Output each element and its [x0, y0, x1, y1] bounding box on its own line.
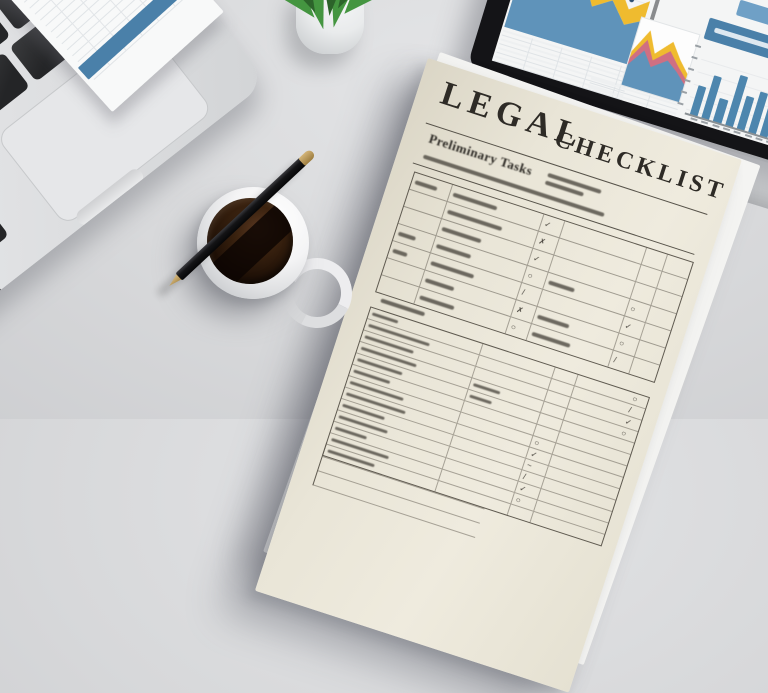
text-bar — [414, 179, 438, 191]
check-mark: ✗ — [515, 304, 525, 316]
check-mark: ✓ — [543, 218, 553, 230]
screen-band-text-bar — [713, 27, 768, 51]
check-mark: ✓ — [529, 448, 539, 460]
keyboard-key — [0, 200, 9, 263]
check-mark: / — [612, 354, 618, 365]
laptop-screen — [491, 0, 768, 194]
check-mark: ✓ — [532, 253, 542, 264]
laptop-right — [447, 0, 768, 266]
y-tick — [687, 67, 695, 72]
check-mark: / — [627, 405, 633, 415]
x-tick — [690, 117, 698, 122]
laptop-screen-bezel — [466, 0, 768, 214]
check-mark: ○ — [526, 270, 534, 281]
x-tick — [744, 133, 752, 138]
x-tick — [711, 123, 720, 128]
check-mark: ○ — [631, 393, 639, 404]
text-bar — [419, 294, 455, 310]
x-tick — [701, 120, 709, 125]
x-tick — [733, 130, 741, 135]
text-bar — [424, 277, 455, 291]
y-tick — [680, 90, 688, 94]
y-tick — [684, 78, 691, 83]
y-tick — [694, 44, 702, 49]
legal-checklist-document: LEGAL CHECKLIST Preliminary Tasks ✓ ✗ ✓ ○ ○ /… — [254, 58, 742, 693]
text-bar — [397, 231, 417, 241]
line-chart-marker — [629, 0, 635, 3]
check-mark: ○ — [620, 427, 628, 438]
text-bar — [548, 279, 575, 292]
check-mark: ○ — [629, 303, 637, 314]
screen-line-area-chart — [504, 0, 670, 66]
y-tick — [677, 101, 684, 106]
text-bar — [392, 248, 408, 257]
check-mark: ○ — [509, 321, 518, 332]
keyboard-key — [0, 266, 10, 328]
check-mark: ○ — [533, 437, 541, 448]
x-tick — [722, 127, 731, 132]
check-mark: ✓ — [623, 320, 633, 332]
text-bar — [537, 314, 570, 329]
check-mark: / — [522, 471, 528, 481]
check-mark: ○ — [514, 494, 523, 505]
check-mark: ~ — [525, 460, 534, 471]
x-tick — [755, 137, 763, 142]
check-mark: ○ — [618, 337, 626, 348]
check-mark: / — [521, 287, 526, 297]
y-tick — [691, 55, 698, 60]
check-mark: ✗ — [537, 235, 547, 247]
plant-leaves — [288, 0, 372, 32]
check-mark: ✓ — [518, 483, 528, 494]
